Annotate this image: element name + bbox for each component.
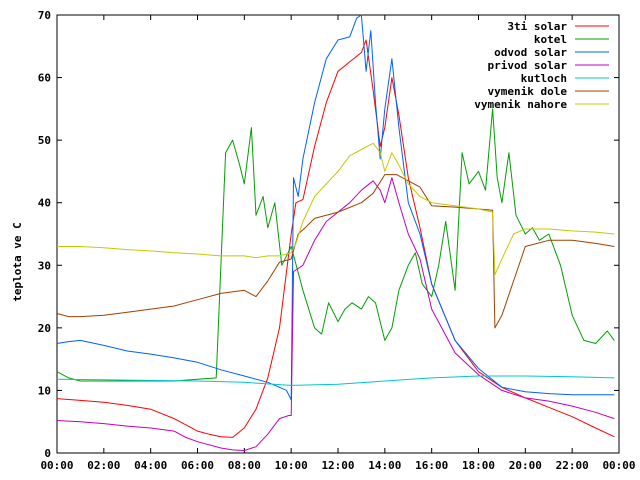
x-tick-label: 04:00 xyxy=(134,459,167,472)
y-tick-label: 50 xyxy=(38,134,51,147)
legend-label: 3ti solar xyxy=(507,20,567,33)
series-line xyxy=(56,177,615,451)
y-tick-label: 40 xyxy=(38,197,51,210)
y-tick-label: 70 xyxy=(38,9,51,22)
legend-label: kutloch xyxy=(521,72,567,85)
x-axis: 00:00 02:00 04:00 06:00 08:00 10:00 12:00 14:00… xyxy=(40,15,636,472)
legend-label: privod solar xyxy=(488,59,568,72)
series-line xyxy=(56,174,615,329)
series-line xyxy=(56,108,615,382)
y-tick-label: 0 xyxy=(44,447,51,460)
x-tick-label: 12:00 xyxy=(321,459,354,472)
x-tick-label: 22:00 xyxy=(556,459,589,472)
series-line xyxy=(56,39,615,438)
x-tick-label: 08:00 xyxy=(228,459,261,472)
series-line xyxy=(57,142,615,276)
legend-label: vymenik nahore xyxy=(474,98,567,111)
x-tick-label: 02:00 xyxy=(87,459,120,472)
series-line xyxy=(56,375,615,386)
y-tick-label: 30 xyxy=(38,259,51,272)
legend-label: kotel xyxy=(534,33,567,46)
x-tick-label: 18:00 xyxy=(462,459,495,472)
legend-label: odvod solar xyxy=(494,46,567,59)
y-axis-label: teplota ve C xyxy=(11,222,24,301)
x-tick-label: 00:00 xyxy=(40,459,73,472)
x-tick-label: 16:00 xyxy=(415,459,448,472)
x-tick-label: 20:00 xyxy=(509,459,542,472)
y-tick-label: 60 xyxy=(38,72,51,85)
x-tick-label: 10:00 xyxy=(275,459,308,472)
x-tick-label: 00:00 xyxy=(602,459,635,472)
y-tick-label: 20 xyxy=(38,322,51,335)
legend-label: vymenik dole xyxy=(488,85,568,98)
x-tick-label: 14:00 xyxy=(368,459,401,472)
x-tick-label: 06:00 xyxy=(181,459,214,472)
series-lines xyxy=(56,14,615,451)
y-axis: 0 10 20 30 40 50 60 70 xyxy=(38,9,619,460)
y-tick-label: 10 xyxy=(38,384,51,397)
series-line xyxy=(56,14,615,401)
